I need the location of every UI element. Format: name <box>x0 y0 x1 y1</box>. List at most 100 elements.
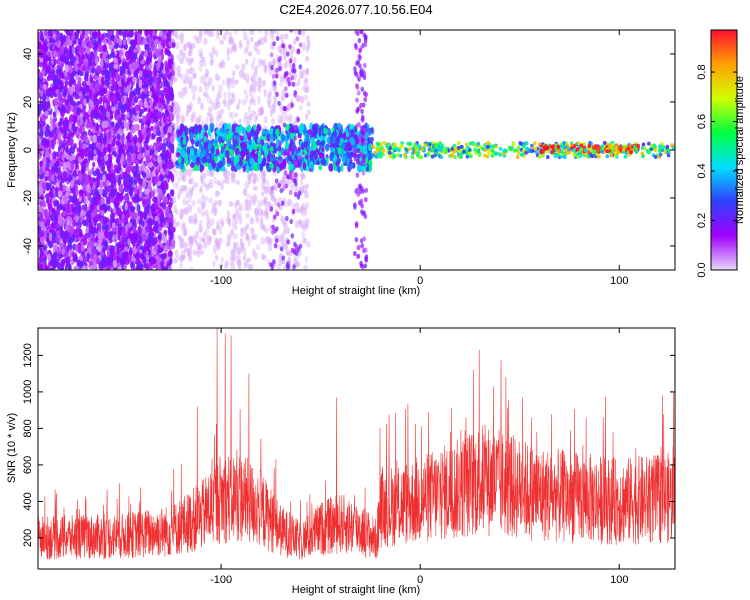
spectrogram-cell <box>132 246 137 255</box>
spectrogram-cell <box>126 101 131 109</box>
spectrogram-cell <box>86 183 91 193</box>
spectrogram-cell <box>157 257 162 263</box>
spectrogram-cell <box>118 145 123 152</box>
spectrogram-cell <box>59 62 65 68</box>
spectrogram-cell <box>151 190 155 198</box>
spectrogram-cell <box>242 255 247 262</box>
spectrogram-cell <box>237 98 241 105</box>
spectrogram-cell <box>107 40 112 46</box>
spectrogram-cell <box>100 76 105 86</box>
spectrogram-cell <box>93 93 98 100</box>
spectrogram-cell <box>162 68 166 75</box>
spectrogram-cell <box>46 219 50 227</box>
spectrogram-cell <box>104 224 110 231</box>
spectrogram-cell <box>51 208 56 214</box>
spectrogram-cell <box>190 57 195 64</box>
spectrogram-cell <box>147 249 152 256</box>
spectrogram-cell <box>253 43 258 52</box>
spectrogram-cell <box>69 138 74 148</box>
spectrogram-cell <box>246 199 252 207</box>
spectrogram-cell <box>112 97 118 105</box>
spectrogram-cell <box>271 34 275 41</box>
spectrogram-cell <box>202 180 206 188</box>
spectrogram-cell <box>303 94 309 102</box>
spectrogram-cell <box>255 244 261 251</box>
spectrogram-cell <box>252 185 258 191</box>
spectrogram-cell <box>148 35 152 44</box>
spectrogram-cell <box>138 134 144 142</box>
spectrogram-cell <box>145 262 150 270</box>
spectrogram-cell <box>103 120 109 128</box>
spectrogram-cell <box>205 183 210 191</box>
spectrogram-cell <box>64 64 70 73</box>
spectrogram-cell <box>60 46 64 55</box>
spectrogram-cell <box>247 51 253 57</box>
spectrogram-cell <box>106 205 111 211</box>
spectrogram-cell <box>222 33 227 41</box>
spectrogram-cell <box>77 80 82 88</box>
spectrogram-cell <box>46 66 51 73</box>
spectrogram-cell <box>232 241 237 251</box>
spectrogram-cell <box>218 225 223 235</box>
spectrogram-cell <box>94 236 99 243</box>
spectrogram-cell <box>109 96 114 102</box>
spectrogram-cell <box>144 30 149 37</box>
spectrogram-cell <box>232 43 237 51</box>
spectrogram-cell <box>301 231 306 239</box>
spectrogram-cell <box>280 95 284 103</box>
spectrogram-cell <box>268 244 273 252</box>
spectrogram-cell <box>241 63 246 71</box>
spectrogram-cell <box>212 46 216 55</box>
spectrogram-cell <box>151 208 157 218</box>
spectrogram-cell <box>103 134 107 143</box>
spectrogram-cell <box>75 30 80 39</box>
spectrogram-cell <box>176 34 182 41</box>
spectrogram-cell <box>67 242 72 248</box>
spectrogram-cell <box>41 36 45 43</box>
spectrogram-cell <box>83 173 88 182</box>
spectrogram-cell <box>167 217 172 224</box>
spectrogram-cell <box>228 31 233 39</box>
spectrogram-cell <box>120 113 126 121</box>
spectrogram-cell <box>216 75 221 81</box>
spectrogram-cell <box>306 241 311 248</box>
spectrogram-cell <box>140 252 144 260</box>
spectrogram-cell <box>168 265 172 270</box>
spectrogram-cell <box>245 72 250 82</box>
spectrogram-cell <box>41 115 45 122</box>
spectrogram-cell <box>97 151 103 159</box>
spectrogram-cell <box>161 33 166 42</box>
spectrogram-cell <box>229 99 234 105</box>
spectrogram-cell <box>152 94 158 102</box>
spectrogram-cell <box>162 163 168 170</box>
spectrogram-cell <box>86 252 91 260</box>
spectrogram-cell <box>257 95 261 105</box>
spectrogram-cell <box>265 236 270 245</box>
spectrogram-cell <box>101 33 105 40</box>
spectrogram-cell <box>175 114 180 124</box>
spectrogram-cell <box>141 227 147 235</box>
spectrogram-cell <box>231 220 236 229</box>
spectrogram-cell <box>111 106 117 112</box>
spectrogram-cell <box>84 31 89 39</box>
spectrogram-cell <box>133 145 139 155</box>
spectrogram-cell <box>116 207 122 217</box>
spectrogram-cell <box>90 144 95 150</box>
spectrogram-cell <box>249 30 253 36</box>
spectrogram-cell <box>183 86 188 95</box>
spectrogram-cell <box>79 36 83 43</box>
spectrogram-cell <box>272 105 277 112</box>
spectrogram-cell <box>162 143 167 151</box>
spectrogram-cell <box>74 230 79 239</box>
spectrogram-cell <box>261 252 265 260</box>
spectrogram-cell <box>77 209 81 217</box>
spectrogram-cell <box>52 264 56 270</box>
spectrogram-cell <box>63 162 67 170</box>
spectrogram-cell <box>72 105 77 114</box>
spectrogram-cell <box>227 218 232 227</box>
spectrogram-cell <box>278 196 282 203</box>
spectrogram-cell <box>85 46 91 55</box>
spectrogram-cell <box>249 98 253 106</box>
spectrogram-cell <box>77 244 81 254</box>
spectrogram-cell <box>227 90 231 100</box>
